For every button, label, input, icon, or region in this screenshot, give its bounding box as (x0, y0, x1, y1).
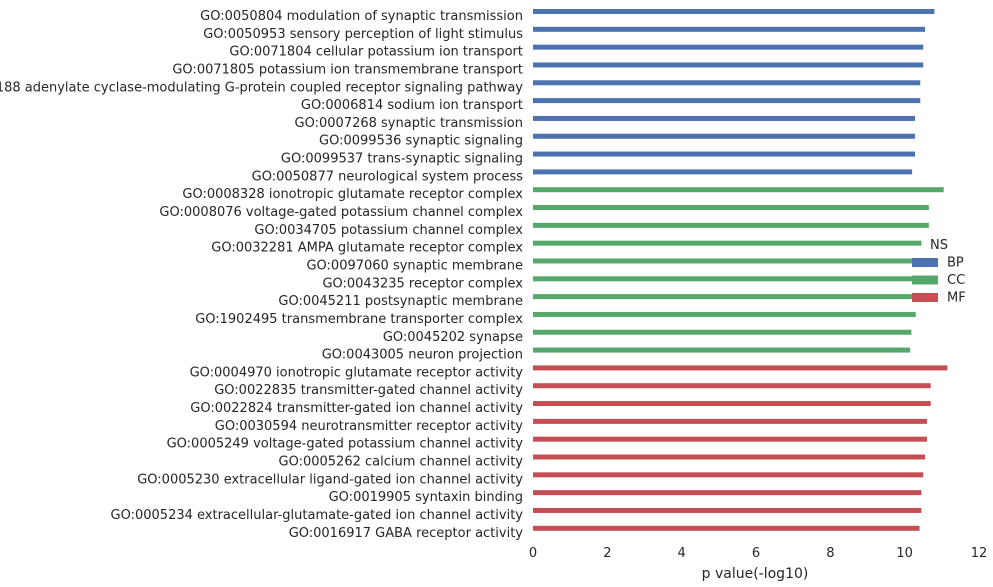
bar (533, 276, 918, 282)
bar (533, 401, 931, 407)
bar (533, 258, 920, 264)
legend-label-bp: BP (947, 256, 964, 271)
category-label: GO:0030594 neurotransmitter receptor act… (215, 419, 524, 434)
category-label: GO:0007188 adenylate cyclase-modulating … (0, 80, 523, 95)
bar (533, 26, 926, 32)
category-label: GO:0032281 AMPA glutamate receptor compl… (211, 241, 523, 256)
legend: NS BP CC MF (912, 238, 966, 306)
category-label: GO:0050877 neurological system process (252, 169, 524, 184)
x-tick-label: 0 (529, 546, 537, 561)
legend-title: NS (930, 238, 948, 253)
legend-label-cc: CC (947, 273, 965, 288)
bar (533, 98, 921, 104)
category-label: GO:0006814 sodium ion transport (301, 98, 523, 113)
bar (533, 383, 931, 389)
x-axis-title: p value(-log10) (702, 566, 809, 582)
bar (533, 436, 927, 442)
category-label: GO:0045211 postsynaptic membrane (278, 294, 523, 309)
category-labels: GO:0050804 modulation of synaptic transm… (0, 9, 523, 541)
bar (533, 80, 921, 86)
bar (533, 418, 927, 424)
category-label: GO:0005234 extracellular-glutamate-gated… (111, 508, 524, 523)
x-tick-label: 6 (752, 546, 760, 561)
category-label: GO:0043235 receptor complex (322, 276, 523, 291)
category-label: GO:0022824 transmitter-gated ion channel… (190, 401, 523, 416)
x-tick-label: 12 (971, 546, 988, 561)
bar (533, 169, 913, 175)
x-tick-label: 4 (678, 546, 686, 561)
legend-swatch-cc (912, 275, 938, 285)
bar (533, 44, 924, 50)
bar (533, 525, 920, 531)
x-tick-label: 8 (826, 546, 834, 561)
bar (533, 133, 916, 139)
bar (533, 151, 916, 157)
x-tick-label: 10 (896, 546, 913, 561)
category-label: GO:0043005 neuron projection (322, 348, 523, 363)
category-label: GO:0045202 synapse (383, 330, 523, 345)
bar (533, 222, 929, 228)
category-label: GO:0005230 extracellular ligand-gated io… (137, 472, 523, 487)
bar (533, 472, 924, 478)
bar (533, 187, 944, 193)
bar (533, 347, 911, 353)
category-label: GO:0019905 syntaxin binding (329, 490, 523, 505)
category-label: GO:0097060 synaptic membrane (306, 258, 523, 273)
bar (533, 454, 926, 460)
bar (533, 9, 935, 14)
legend-swatch-bp (912, 258, 938, 267)
category-label: GO:0016917 GABA receptor activity (289, 526, 524, 541)
category-label: GO:0050953 sensory perception of light s… (203, 27, 523, 42)
bar (533, 115, 916, 121)
category-label: GO:0099536 synaptic signaling (319, 134, 523, 149)
x-axis: 0 2 4 6 8 10 12 (529, 546, 987, 561)
legend-label-mf: MF (947, 291, 966, 306)
category-label: GO:0022835 transmitter-gated channel act… (214, 383, 523, 398)
bar (533, 205, 929, 211)
bar (533, 62, 924, 68)
category-label: GO:0004970 ionotropic glutamate receptor… (190, 365, 524, 380)
bar (533, 507, 922, 513)
category-label: GO:0008076 voltage-gated potassium chann… (159, 205, 523, 220)
category-label: GO:0071804 cellular potassium ion transp… (229, 45, 523, 60)
bar (533, 240, 922, 246)
legend-swatch-mf (912, 293, 938, 302)
bar (533, 311, 916, 317)
bar (533, 490, 922, 496)
category-label: GO:0099537 trans-synaptic signaling (281, 152, 523, 167)
bar (533, 365, 948, 371)
category-label: GO:1902495 transmembrane transporter com… (195, 312, 523, 327)
category-label: GO:0005249 voltage-gated potassium chann… (167, 437, 524, 452)
bar (533, 294, 918, 300)
category-label: GO:0071805 potassium ion transmembrane t… (172, 62, 523, 77)
category-label: GO:0034705 potassium channel complex (254, 223, 523, 238)
category-label: GO:0050804 modulation of synaptic transm… (200, 9, 523, 24)
category-label: GO:0007268 synaptic transmission (295, 116, 523, 131)
category-label: GO:0008328 ionotropic glutamate receptor… (182, 187, 523, 202)
x-tick-label: 2 (603, 546, 611, 561)
bars (533, 9, 948, 531)
category-label: GO:0005262 calcium channel activity (279, 455, 524, 470)
bar (533, 329, 912, 335)
